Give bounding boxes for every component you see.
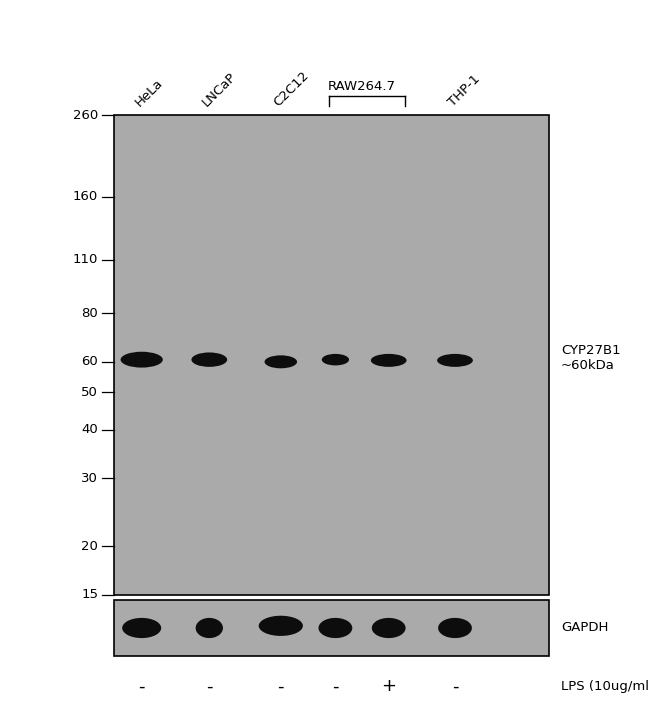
FancyBboxPatch shape bbox=[114, 600, 549, 656]
Text: LPS (10ug/ml, 24hrs): LPS (10ug/ml, 24hrs) bbox=[561, 680, 650, 693]
FancyBboxPatch shape bbox=[114, 115, 549, 595]
Text: C2C12: C2C12 bbox=[272, 69, 312, 110]
Text: GAPDH: GAPDH bbox=[561, 622, 608, 634]
Ellipse shape bbox=[196, 618, 223, 638]
Text: HeLa: HeLa bbox=[133, 76, 165, 110]
Text: +: + bbox=[381, 678, 396, 695]
Text: 50: 50 bbox=[81, 386, 98, 399]
Text: -: - bbox=[138, 678, 145, 695]
Text: -: - bbox=[332, 678, 339, 695]
Ellipse shape bbox=[122, 618, 161, 638]
Ellipse shape bbox=[372, 618, 406, 638]
Text: RAW264.7: RAW264.7 bbox=[328, 80, 396, 93]
Ellipse shape bbox=[120, 352, 162, 368]
Ellipse shape bbox=[370, 354, 407, 367]
Text: -: - bbox=[206, 678, 213, 695]
Text: -: - bbox=[452, 678, 458, 695]
Text: 20: 20 bbox=[81, 540, 98, 553]
Ellipse shape bbox=[192, 353, 228, 367]
Ellipse shape bbox=[259, 616, 303, 636]
Text: LNCaP: LNCaP bbox=[200, 71, 239, 110]
Text: 160: 160 bbox=[73, 190, 98, 203]
Ellipse shape bbox=[437, 354, 473, 367]
Text: THP-1: THP-1 bbox=[446, 73, 482, 110]
Text: CYP27B1
~60kDa: CYP27B1 ~60kDa bbox=[561, 344, 621, 372]
Text: 30: 30 bbox=[81, 472, 98, 485]
Text: 260: 260 bbox=[73, 109, 98, 122]
Text: 40: 40 bbox=[81, 423, 98, 436]
Text: 60: 60 bbox=[81, 355, 98, 368]
Ellipse shape bbox=[265, 355, 297, 368]
Text: 15: 15 bbox=[81, 588, 98, 601]
Text: 80: 80 bbox=[81, 307, 98, 320]
Text: 110: 110 bbox=[73, 254, 98, 267]
Text: -: - bbox=[278, 678, 284, 695]
Ellipse shape bbox=[438, 618, 472, 638]
Ellipse shape bbox=[322, 354, 349, 366]
Ellipse shape bbox=[318, 618, 352, 638]
